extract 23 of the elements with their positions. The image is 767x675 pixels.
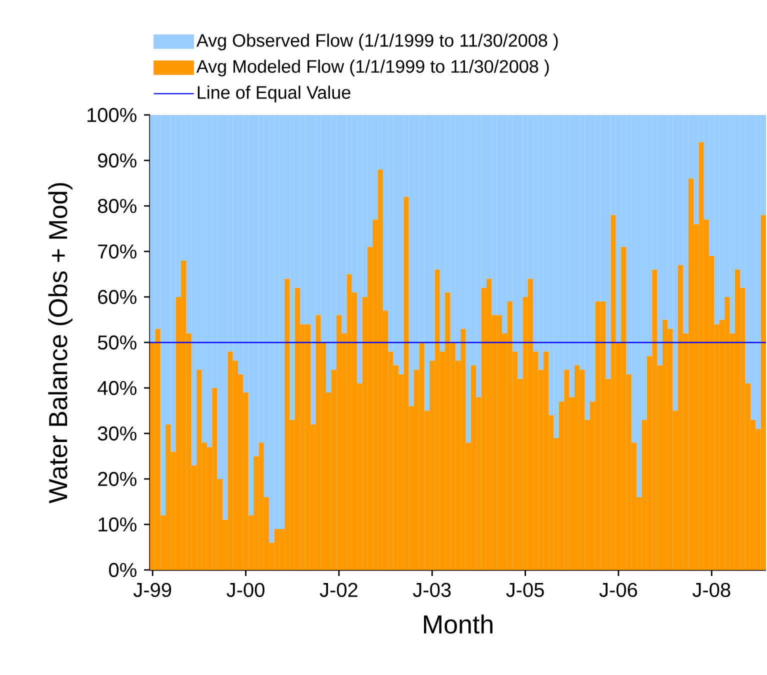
x-tick-label: J-02 xyxy=(320,582,358,598)
y-tick-label: 40% xyxy=(98,380,136,396)
y-tick-label: 30% xyxy=(98,426,136,441)
legend-label: Line of Equal Value xyxy=(198,86,350,102)
x-tick-label: J-99 xyxy=(133,582,172,598)
y-tick-label: 90% xyxy=(98,153,136,168)
y-tick-label: 0% xyxy=(109,562,136,578)
y-tick-label: 80% xyxy=(98,198,136,214)
x-tick-label: J-05 xyxy=(506,582,544,598)
y-tick-label: 60% xyxy=(98,290,136,304)
x-tick-label: J-03 xyxy=(412,582,451,598)
y-tick-label: 100% xyxy=(88,108,136,122)
y-tick-label: 20% xyxy=(98,472,136,486)
legend-label: Avg Observed Flow (1/1/1999 to 11/30/2008 ) xyxy=(196,34,558,50)
y-tick-label: 10% xyxy=(98,517,136,532)
x-tick-label: J-06 xyxy=(599,582,638,598)
x-tick-label: J-00 xyxy=(226,582,264,598)
legend-label: Avg Modeled Flow (1/1/1999 to 11/30/2008 ) xyxy=(196,60,549,76)
y-tick-label: 70% xyxy=(98,244,136,259)
y-axis-title: Water Balance (Obs + Mod) xyxy=(48,183,72,504)
x-axis-title: Month xyxy=(424,614,492,634)
x-tick-label: J-08 xyxy=(692,582,730,598)
y-tick-label: 50% xyxy=(98,335,136,350)
